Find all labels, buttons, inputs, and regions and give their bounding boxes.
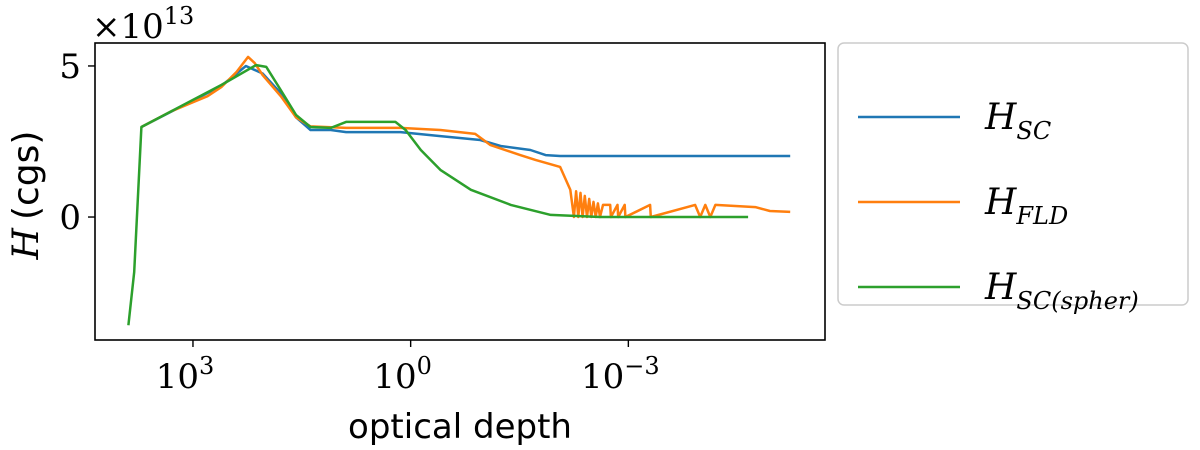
legend-label: HFLD [984,182,1068,230]
x-axis-ticks: 103 100 10−3 [156,340,660,397]
legend-label: HSC(spher) [984,267,1139,315]
series-lines [127,55,791,326]
y-tick-label: 5 [59,47,81,87]
legend-frame [837,42,1189,306]
y-axis-ticks: 05 [59,47,95,238]
legend-item: HFLD [858,182,1068,230]
x-tick-label: 100 [373,352,432,397]
plot-frame [94,42,826,341]
x-tick-label: 103 [156,352,215,397]
series-line-2 [127,63,749,326]
legend: HSC HFLD HSC(spher) [837,42,1189,315]
y-multiplier: ×1013 [92,2,194,47]
y-tick-label: 0 [59,198,81,238]
legend-item: HSC(spher) [858,267,1139,315]
legend-label: HSC [984,97,1051,145]
legend-item: HSC [858,97,1051,145]
y-axis-label: H(cgs) [6,131,47,261]
series-line-1 [140,55,791,219]
x-axis-label: optical depth [348,407,572,447]
series-line-0 [140,64,791,158]
x-tick-label: 10−3 [581,352,660,397]
